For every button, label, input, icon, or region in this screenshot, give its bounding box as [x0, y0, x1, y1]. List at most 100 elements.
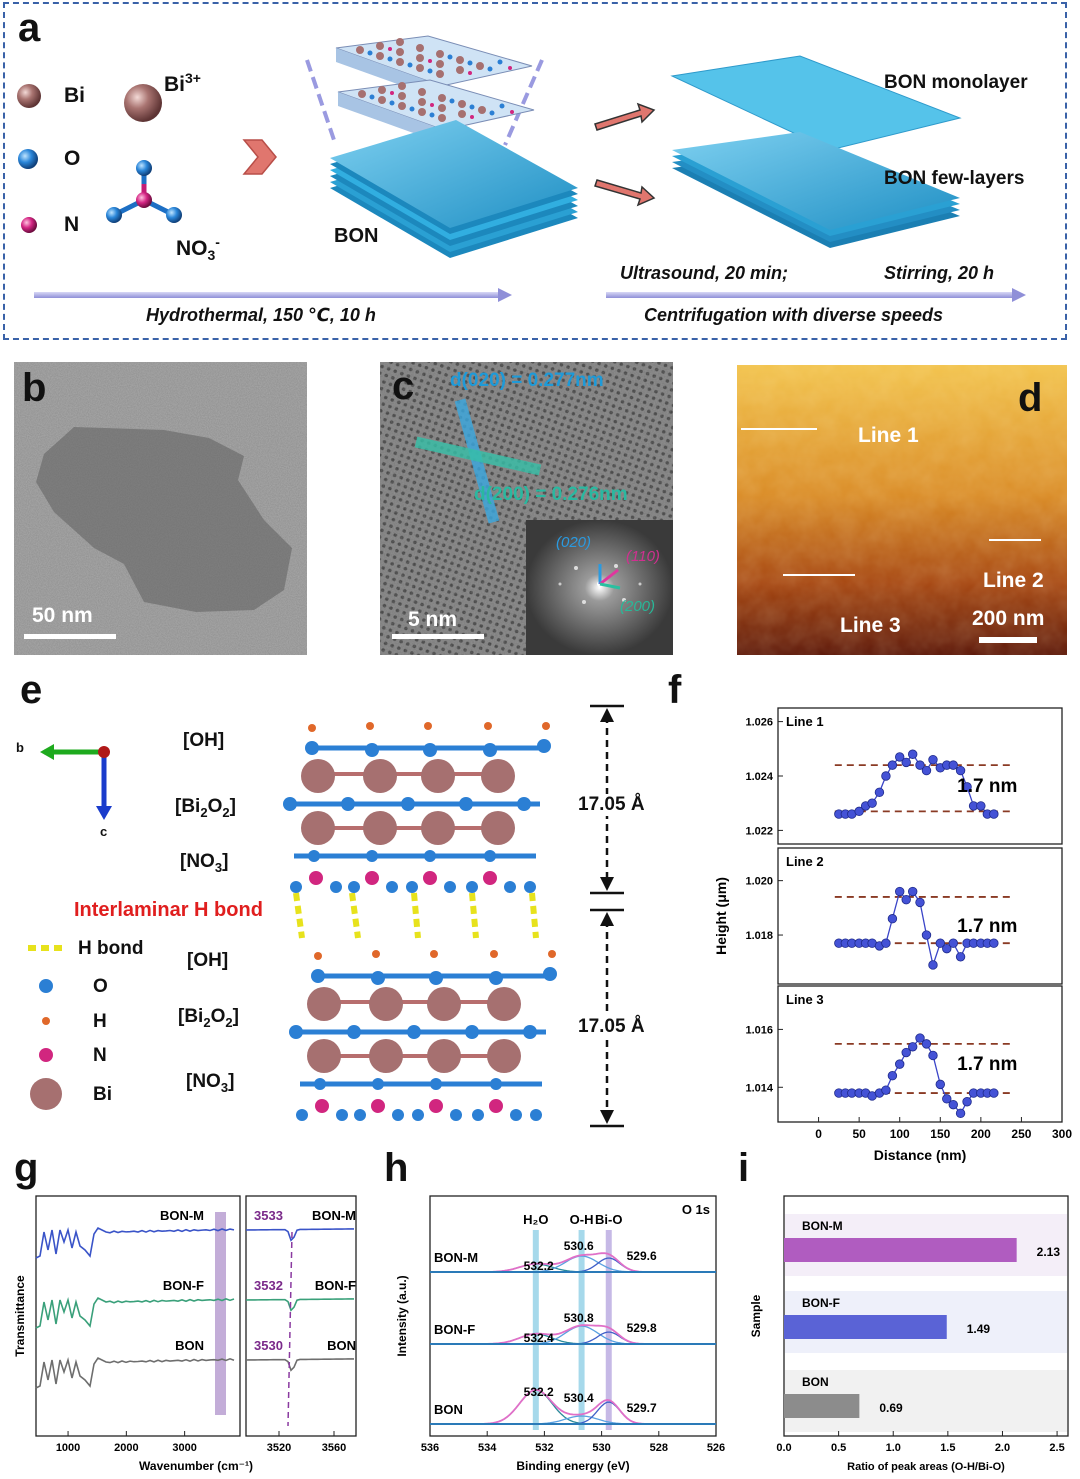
panel-c-hrtem-image [380, 362, 673, 655]
profile-point [948, 1099, 958, 1110]
profile-point [935, 1079, 945, 1090]
fit-component [430, 1401, 716, 1425]
panel-label-h: h [384, 1146, 409, 1190]
legend-h-icon [42, 1017, 50, 1025]
profile-point [881, 771, 891, 781]
profile-point [962, 782, 972, 792]
profile-point [976, 801, 986, 811]
layer-bi2o2-top-label: [Bi2O2] [175, 796, 236, 820]
step2a-label: Ultrasound, 20 min; [620, 263, 789, 283]
scale-bar-d-label: 200 nm [972, 607, 1045, 630]
legend-bi3-label: Bi3+ [164, 70, 201, 96]
profile-point [895, 1059, 905, 1069]
series-label-right: BON [327, 1338, 356, 1353]
profile-point [915, 897, 925, 908]
panel-label-f: f [668, 668, 682, 712]
x-axis-label: Wavenumber (cm⁻¹) [139, 1459, 253, 1473]
peak-label: 529.8 [627, 1321, 657, 1335]
x-tick-label: 528 [650, 1442, 668, 1454]
n-atom-icon [21, 217, 37, 233]
profile-point [915, 760, 925, 770]
profile-point [989, 938, 999, 948]
panel-label-b: b [22, 366, 47, 410]
series-label: BON-F [434, 1322, 475, 1337]
panel-b-tem-image [14, 362, 307, 655]
panel-a-frame [3, 2, 1067, 340]
profile-point [867, 798, 877, 808]
legend-bi-icon [30, 1078, 62, 1110]
panel-label-d: d [1018, 376, 1043, 420]
y-tick-label: 1.018 [745, 930, 773, 942]
component-band-bio [605, 1230, 612, 1430]
x-tick-label: 536 [421, 1442, 439, 1454]
x-axis-label: Distance (nm) [874, 1147, 967, 1163]
bar-bon-f [784, 1315, 947, 1339]
legend-hbond-label: H bond [78, 938, 144, 959]
legend-n-label: N [64, 213, 80, 236]
profile-point [921, 1039, 932, 1049]
subplot-title: Line 1 [786, 714, 824, 729]
component-band-h2o [532, 1230, 539, 1430]
legend-h-text: H [93, 1011, 107, 1032]
category-label: BON-F [802, 1296, 840, 1310]
height-annotation: 1.7 nm [957, 776, 1017, 797]
panel-label-e: e [20, 668, 43, 712]
chevron-right-icon [242, 139, 277, 175]
x-tick-label: 3560 [322, 1442, 346, 1454]
x-tick-label: 250 [1011, 1127, 1031, 1141]
d200-label: d(200) = 0.276nm [474, 484, 628, 505]
subplot-title: Line 2 [786, 854, 824, 869]
profile-point [907, 749, 918, 759]
plot-frame-right [245, 1195, 357, 1437]
profile-point [942, 943, 952, 954]
crystal-structure-icon [335, 35, 535, 144]
layer-no3-top-label: [NO3] [180, 851, 229, 875]
y-axis-label: Transmittance [13, 1275, 27, 1357]
legend-o-label: O [64, 147, 81, 170]
series-label: BON [434, 1402, 463, 1417]
y-tick-label: 1.014 [745, 1082, 773, 1094]
panel-label-g: g [14, 1146, 39, 1190]
bar-bon [784, 1394, 860, 1418]
component-label: Bi-O [595, 1212, 622, 1227]
fewlayer-label: BON few-layers [884, 168, 1025, 189]
chart-title: O 1s [682, 1202, 710, 1217]
peak-label: 529.7 [627, 1401, 657, 1415]
x-tick-label: 534 [478, 1442, 497, 1454]
ftir-trace-right [245, 1228, 355, 1242]
x-tick-label: 0 [815, 1127, 822, 1141]
x-tick-label: 50 [852, 1127, 866, 1141]
profile-point [887, 1071, 898, 1081]
profile-point [962, 1097, 972, 1107]
profile-point [881, 1085, 891, 1095]
bon-stack-icon [330, 120, 578, 258]
y-tick-label: 1.016 [745, 1024, 773, 1036]
series-label-right: BON-F [315, 1278, 356, 1293]
highlight-band [215, 1212, 226, 1415]
peak-label: 530.6 [564, 1239, 594, 1253]
x-axis-label: Binding energy (eV) [516, 1459, 629, 1473]
profile-point [921, 930, 932, 940]
x-tick-label: 1.5 [940, 1442, 955, 1454]
monolayer-label: BON monolayer [884, 72, 1028, 93]
bon-fewlayer-icon [672, 132, 960, 248]
y-axis-label: Intensity (a.u.) [395, 1275, 409, 1356]
series-label-left: BON-M [160, 1208, 204, 1223]
x-tick-label: 1000 [56, 1442, 80, 1454]
profile-point [881, 938, 891, 948]
profile-point [901, 894, 911, 905]
spacing-top-label: 17.05 Å [578, 794, 645, 816]
panel-label-c: c [392, 364, 415, 408]
component-label: O-H [570, 1212, 594, 1227]
profile-point [887, 760, 898, 770]
plot-frame-left [35, 1195, 241, 1437]
panel-label-a: a [18, 6, 41, 50]
ftir-trace-left [35, 1296, 235, 1329]
process-arrow-2 [606, 292, 1014, 298]
profile-point [928, 1050, 938, 1061]
bon-monolayer-icon [670, 55, 962, 151]
axis-c-label: c [100, 824, 108, 839]
series-label-left: BON-F [163, 1278, 204, 1293]
bi3-ion-icon [124, 84, 162, 122]
peak-label: 530.8 [564, 1311, 594, 1325]
